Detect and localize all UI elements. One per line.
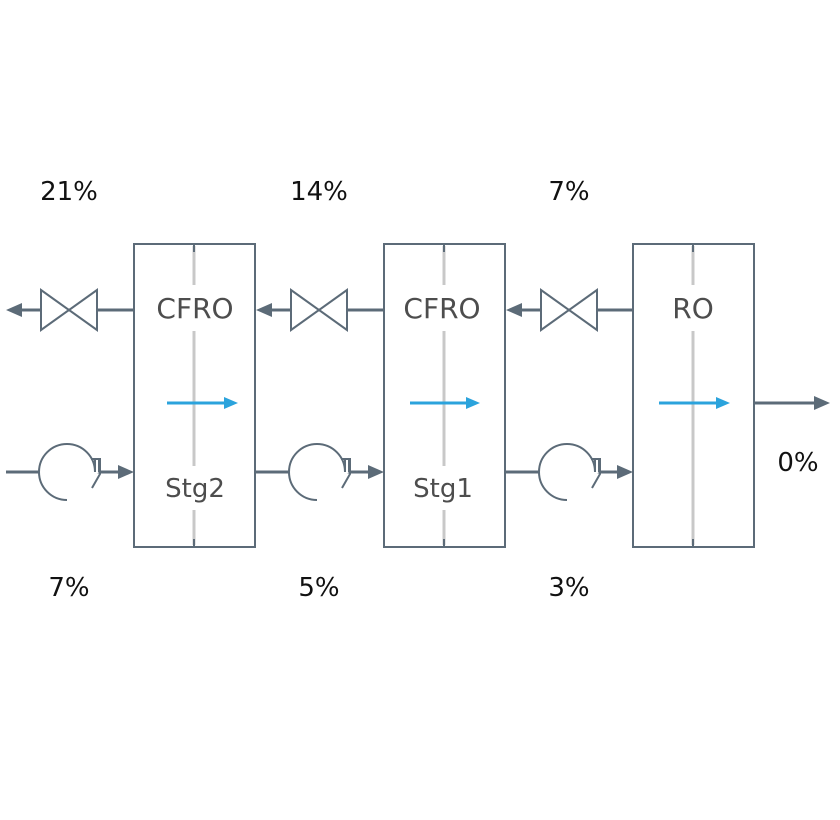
arrow-right-icon	[368, 465, 384, 479]
flow-arrow-icon	[466, 397, 480, 409]
arrow-left-icon	[6, 303, 22, 317]
top-percent-ro: 7%	[548, 177, 590, 207]
unit-label: RO	[672, 292, 714, 325]
feed-line-3	[505, 443, 633, 501]
feed-line-1	[6, 443, 134, 501]
pump-icon	[538, 443, 601, 501]
bottom-percent-ro: 3%	[548, 573, 590, 603]
feed-line-2	[255, 443, 384, 501]
arrow-right-icon	[617, 465, 633, 479]
flow-arrow-icon	[716, 397, 730, 409]
unit-label: CFRO	[403, 292, 480, 325]
arrow-right-icon	[118, 465, 134, 479]
valve-icon	[540, 289, 598, 331]
top-percent-stg2: 21%	[40, 177, 98, 207]
top-percent-stg1: 14%	[290, 177, 348, 207]
arrow-right-icon	[814, 396, 830, 410]
outlet-percent: 0%	[777, 448, 819, 478]
return-line-1	[6, 289, 134, 331]
outlet-line	[754, 396, 830, 410]
return-line-2	[256, 289, 384, 331]
pump-icon	[38, 443, 101, 501]
arrow-left-icon	[256, 303, 272, 317]
unit-cfro-stg2: CFRO Stg2	[133, 243, 256, 548]
unit-stage-label: Stg1	[413, 474, 473, 504]
arrow-left-icon	[506, 303, 522, 317]
unit-label: CFRO	[156, 292, 233, 325]
valve-icon	[290, 289, 348, 331]
unit-stage-label: Stg2	[165, 474, 225, 504]
bottom-percent-stg1: 5%	[298, 573, 340, 603]
bottom-percent-stg2: 7%	[48, 573, 90, 603]
unit-ro: RO	[632, 243, 755, 548]
valve-icon	[40, 289, 98, 331]
return-line-3	[506, 289, 633, 331]
pump-icon	[288, 443, 351, 501]
flow-arrow-icon	[224, 397, 238, 409]
unit-cfro-stg1: CFRO Stg1	[383, 243, 506, 548]
